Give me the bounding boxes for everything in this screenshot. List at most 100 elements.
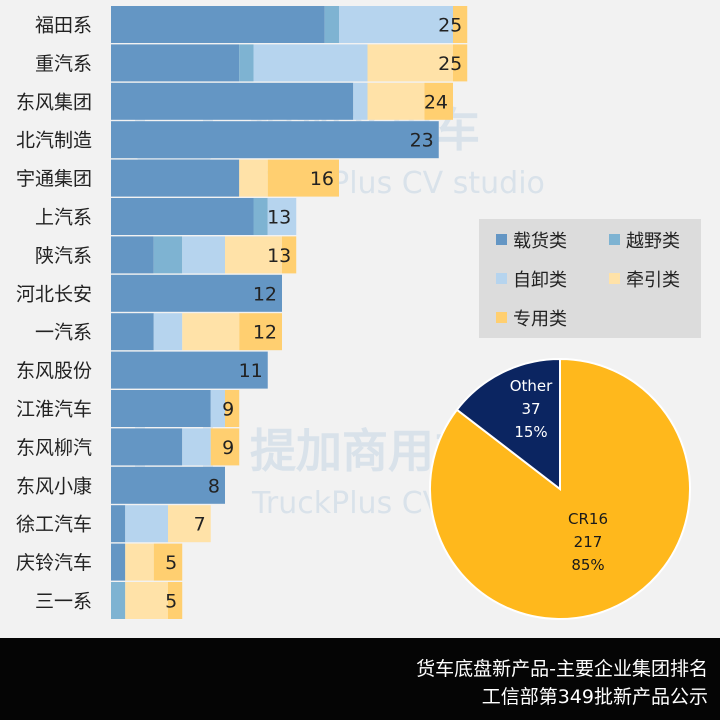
legend-label: 牵引类 <box>626 270 680 291</box>
bar-segment <box>125 505 168 543</box>
bar-segment <box>111 390 211 427</box>
footer-subtitle: 工信部第349批新产品公示 <box>481 686 708 708</box>
category-label: 上汽系 <box>35 207 92 229</box>
bar-total-label: 25 <box>438 53 462 75</box>
bar-total-label: 5 <box>165 591 177 613</box>
bar-total-label: 13 <box>267 245 291 267</box>
bar-segment <box>182 236 225 274</box>
bar-segment <box>225 236 282 274</box>
bar-segment <box>225 390 240 427</box>
bar-segment <box>111 428 183 466</box>
footer-title: 货车底盘新产品-主要企业集团排名 <box>416 658 708 680</box>
bar-total-label: 24 <box>424 91 448 113</box>
bar-segment <box>182 313 240 351</box>
bar-total-label: 23 <box>410 130 434 152</box>
bar-segment <box>367 82 425 120</box>
bar-total-label: 5 <box>165 552 177 574</box>
category-label: 陕汽系 <box>35 245 92 267</box>
bar-segment <box>324 6 339 43</box>
bar-total-label: 12 <box>253 283 277 305</box>
category-label: 重汽系 <box>35 53 92 75</box>
category-label: 东风柳汽 <box>16 437 92 459</box>
category-label: 东风股份 <box>16 360 92 382</box>
bar-segment <box>111 236 154 274</box>
legend-box <box>479 219 701 338</box>
category-label: 福田系 <box>35 15 92 37</box>
legend-label: 越野类 <box>626 231 680 252</box>
bar-segment <box>353 82 368 120</box>
bar-total-label: 11 <box>239 360 263 382</box>
footer-banner: 货车底盘新产品-主要企业集团排名 工信部第349批新产品公示 <box>0 638 720 720</box>
pie-label-value: 37 <box>521 400 540 418</box>
bar-segment <box>210 390 225 427</box>
category-label: 庆铃汽车 <box>16 552 92 574</box>
category-label: 北汽制造 <box>16 130 92 152</box>
category-label: 宇通集团 <box>16 168 92 190</box>
bar-segment <box>267 159 339 197</box>
bar-segment <box>239 313 282 351</box>
bar-total-label: 7 <box>194 514 206 536</box>
bar-segment <box>253 44 368 82</box>
bar-segment <box>339 6 453 43</box>
bar-segment <box>111 44 240 82</box>
bar-segment <box>153 313 183 351</box>
pie-slice <box>455 357 561 492</box>
bar-segment <box>168 582 183 619</box>
bar-segment <box>111 6 325 43</box>
bar-segment <box>111 198 254 235</box>
pie-label-name: Other <box>510 377 553 395</box>
legend-swatch <box>496 234 507 245</box>
bar-segment <box>453 6 468 43</box>
bar-segment <box>210 428 240 466</box>
bar-segment <box>153 543 183 581</box>
bar-total-label: 25 <box>438 15 462 37</box>
legend-swatch <box>496 312 507 323</box>
bar-segment <box>253 198 268 235</box>
bar-segment <box>453 44 468 82</box>
bar-segment <box>267 198 297 235</box>
pie-label-name: CR16 <box>568 510 608 528</box>
category-label: 一汽系 <box>35 322 92 344</box>
bar-segment <box>239 44 254 82</box>
pie-label-percent: 85% <box>571 556 604 574</box>
bar-segment <box>168 505 211 543</box>
pie-label-value: 217 <box>574 533 603 551</box>
category-label: 徐工汽车 <box>16 514 92 536</box>
bar-segment <box>424 82 453 120</box>
bar-segment <box>153 236 183 274</box>
bar-total-label: 13 <box>267 207 291 229</box>
bar-total-label: 9 <box>222 399 234 421</box>
legend-label: 自卸类 <box>513 270 567 291</box>
bar-segment <box>239 159 268 197</box>
bar-total-label: 12 <box>253 322 277 344</box>
bar-segment <box>111 505 126 543</box>
legend-label: 载货类 <box>513 231 567 252</box>
bar-segment <box>282 236 297 274</box>
bar-segment <box>111 582 126 619</box>
legend-swatch <box>609 234 620 245</box>
bar-segment <box>111 159 240 197</box>
legend-label: 专用类 <box>513 309 567 330</box>
bar-segment <box>182 428 211 466</box>
bar-total-label: 9 <box>222 437 234 459</box>
bar-segment <box>125 543 154 581</box>
bar-segment <box>111 121 439 159</box>
bar-segment <box>111 274 282 312</box>
pie-slice <box>429 357 691 620</box>
legend-swatch <box>609 273 620 284</box>
category-label: 东风集团 <box>16 91 92 113</box>
bar-segment <box>111 82 354 120</box>
pie-label-percent: 15% <box>514 423 547 441</box>
category-label: 东风小康 <box>16 475 92 497</box>
legend-swatch <box>496 273 507 284</box>
category-label: 河北长安 <box>16 283 92 305</box>
bar-segment <box>111 351 268 389</box>
bar-total-label: 8 <box>208 475 220 497</box>
bar-segment <box>111 466 225 504</box>
bar-segment <box>367 44 453 82</box>
bar-segment <box>125 582 168 619</box>
bar-segment <box>111 313 154 351</box>
bar-total-label: 16 <box>310 168 334 190</box>
bar-segment <box>111 543 126 581</box>
